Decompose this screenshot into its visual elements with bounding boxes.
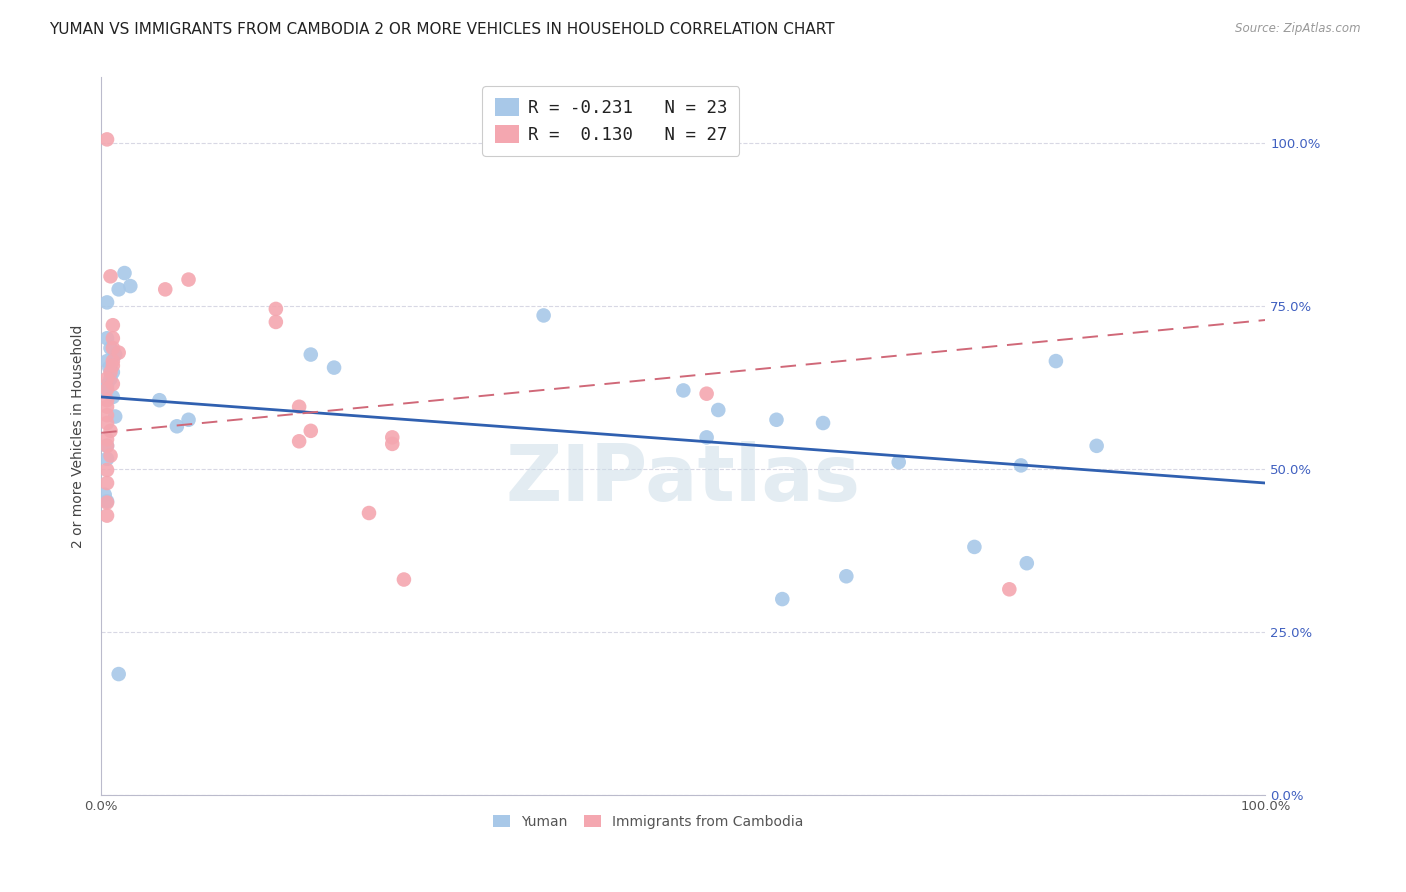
Point (696, 430, 718, 444)
Point (696, 386, 718, 401)
Point (104, 347, 127, 361)
Point (104, 409, 127, 424)
Point (96, 354, 118, 368)
Legend: Yuman, Immigrants from Cambodia: Yuman, Immigrants from Cambodia (488, 809, 808, 834)
Point (96, 382, 118, 396)
Point (96, 451, 118, 466)
Point (101, 365, 124, 379)
Point (96, 433, 118, 447)
Point (96, 439, 118, 453)
Point (811, 416, 834, 430)
Point (381, 437, 404, 451)
Point (98, 360, 121, 375)
Point (299, 424, 322, 438)
Point (533, 309, 555, 323)
Point (107, 345, 129, 359)
Point (114, 266, 136, 280)
Point (107, 282, 129, 296)
Point (357, 506, 380, 520)
Point (120, 279, 142, 293)
Point (148, 393, 170, 408)
Point (155, 282, 177, 296)
Point (166, 419, 188, 434)
Point (107, 667, 129, 681)
Point (177, 272, 200, 286)
Point (96, 495, 118, 509)
Point (177, 413, 200, 427)
Point (672, 384, 695, 398)
Point (1010, 458, 1032, 473)
Point (299, 347, 322, 361)
Point (101, 331, 124, 345)
Point (96, 372, 118, 386)
Point (381, 430, 404, 444)
Point (96, 132, 118, 146)
Text: Source: ZipAtlas.com: Source: ZipAtlas.com (1236, 22, 1361, 36)
Point (93, 384, 115, 398)
Point (323, 360, 346, 375)
Point (96, 439, 118, 453)
Point (100, 424, 122, 438)
Point (1045, 354, 1067, 368)
Y-axis label: 2 or more Vehicles in Household: 2 or more Vehicles in Household (72, 325, 86, 548)
Point (101, 359, 124, 373)
Point (96, 295, 118, 310)
Point (101, 354, 124, 368)
Point (264, 301, 287, 316)
Point (963, 540, 986, 554)
Point (1015, 556, 1038, 570)
Point (96, 331, 118, 345)
Point (264, 315, 287, 329)
Point (392, 573, 415, 587)
Point (96, 408, 118, 422)
Point (96, 416, 118, 430)
Point (96, 463, 118, 477)
Point (100, 365, 122, 379)
Point (1085, 439, 1108, 453)
Point (765, 413, 787, 427)
Point (100, 341, 122, 355)
Point (93, 488, 115, 502)
Point (101, 390, 124, 404)
Point (96, 508, 118, 523)
Point (96, 475, 118, 490)
Point (887, 455, 910, 469)
Point (100, 449, 122, 463)
Point (96, 393, 118, 408)
Point (835, 569, 858, 583)
Point (96, 378, 118, 392)
Point (288, 434, 311, 449)
Point (96, 494, 118, 508)
Point (100, 269, 122, 284)
Point (288, 400, 311, 414)
Point (96, 400, 118, 414)
Point (101, 341, 124, 355)
Point (770, 592, 793, 607)
Text: ZIPatlas: ZIPatlas (506, 442, 860, 517)
Point (100, 372, 122, 386)
Point (998, 582, 1021, 597)
Point (707, 403, 730, 417)
Point (101, 376, 124, 391)
Point (101, 318, 124, 333)
Text: YUMAN VS IMMIGRANTS FROM CAMBODIA 2 OR MORE VEHICLES IN HOUSEHOLD CORRELATION CH: YUMAN VS IMMIGRANTS FROM CAMBODIA 2 OR M… (49, 22, 835, 37)
